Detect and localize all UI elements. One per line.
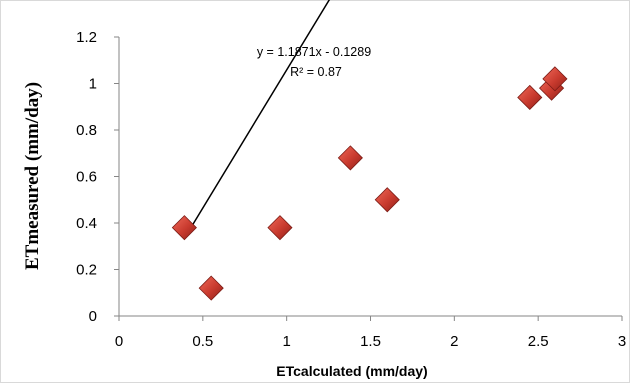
x-tick-label: 2 (450, 333, 458, 350)
y-tick-label: 1 (89, 76, 97, 93)
y-tick-label: 0.2 (76, 262, 97, 279)
x-tick-label: 2.5 (528, 333, 549, 350)
x-tick-label: 0.5 (192, 333, 213, 350)
trendline-equation: y = 1.1871x - 0.1289 (257, 45, 371, 59)
data-points (171, 66, 568, 301)
r-squared-label: R² = 0.87 (290, 65, 342, 79)
data-point (198, 275, 224, 301)
data-point (171, 215, 197, 241)
x-tick-label: 1.5 (360, 333, 381, 350)
trendline (183, 0, 331, 239)
y-tick-label: 1.2 (76, 29, 97, 46)
data-point (517, 84, 543, 111)
y-tick-label: 0.8 (76, 122, 97, 139)
y-tick-label: 0 (89, 308, 97, 325)
x-axis-label: ETcalculated (mm/day) (276, 363, 427, 379)
x-axis-ticks: 0 0.5 1 1.5 2 2.5 3 (115, 316, 626, 350)
x-tick-label: 1 (282, 333, 290, 350)
y-axis-label: ETmeasured (mm/day) (22, 82, 43, 270)
x-tick-label: 0 (115, 333, 123, 350)
y-tick-label: 0.6 (76, 169, 97, 186)
data-point (337, 145, 363, 171)
x-tick-label: 3 (618, 333, 626, 350)
trendline-group (183, 0, 331, 239)
data-point (542, 66, 568, 92)
y-tick-label: 0.4 (76, 215, 97, 232)
data-point (267, 215, 293, 241)
data-point (374, 187, 400, 213)
y-axis-ticks: 0 0.2 0.4 0.6 0.8 1 1.2 (76, 29, 119, 325)
